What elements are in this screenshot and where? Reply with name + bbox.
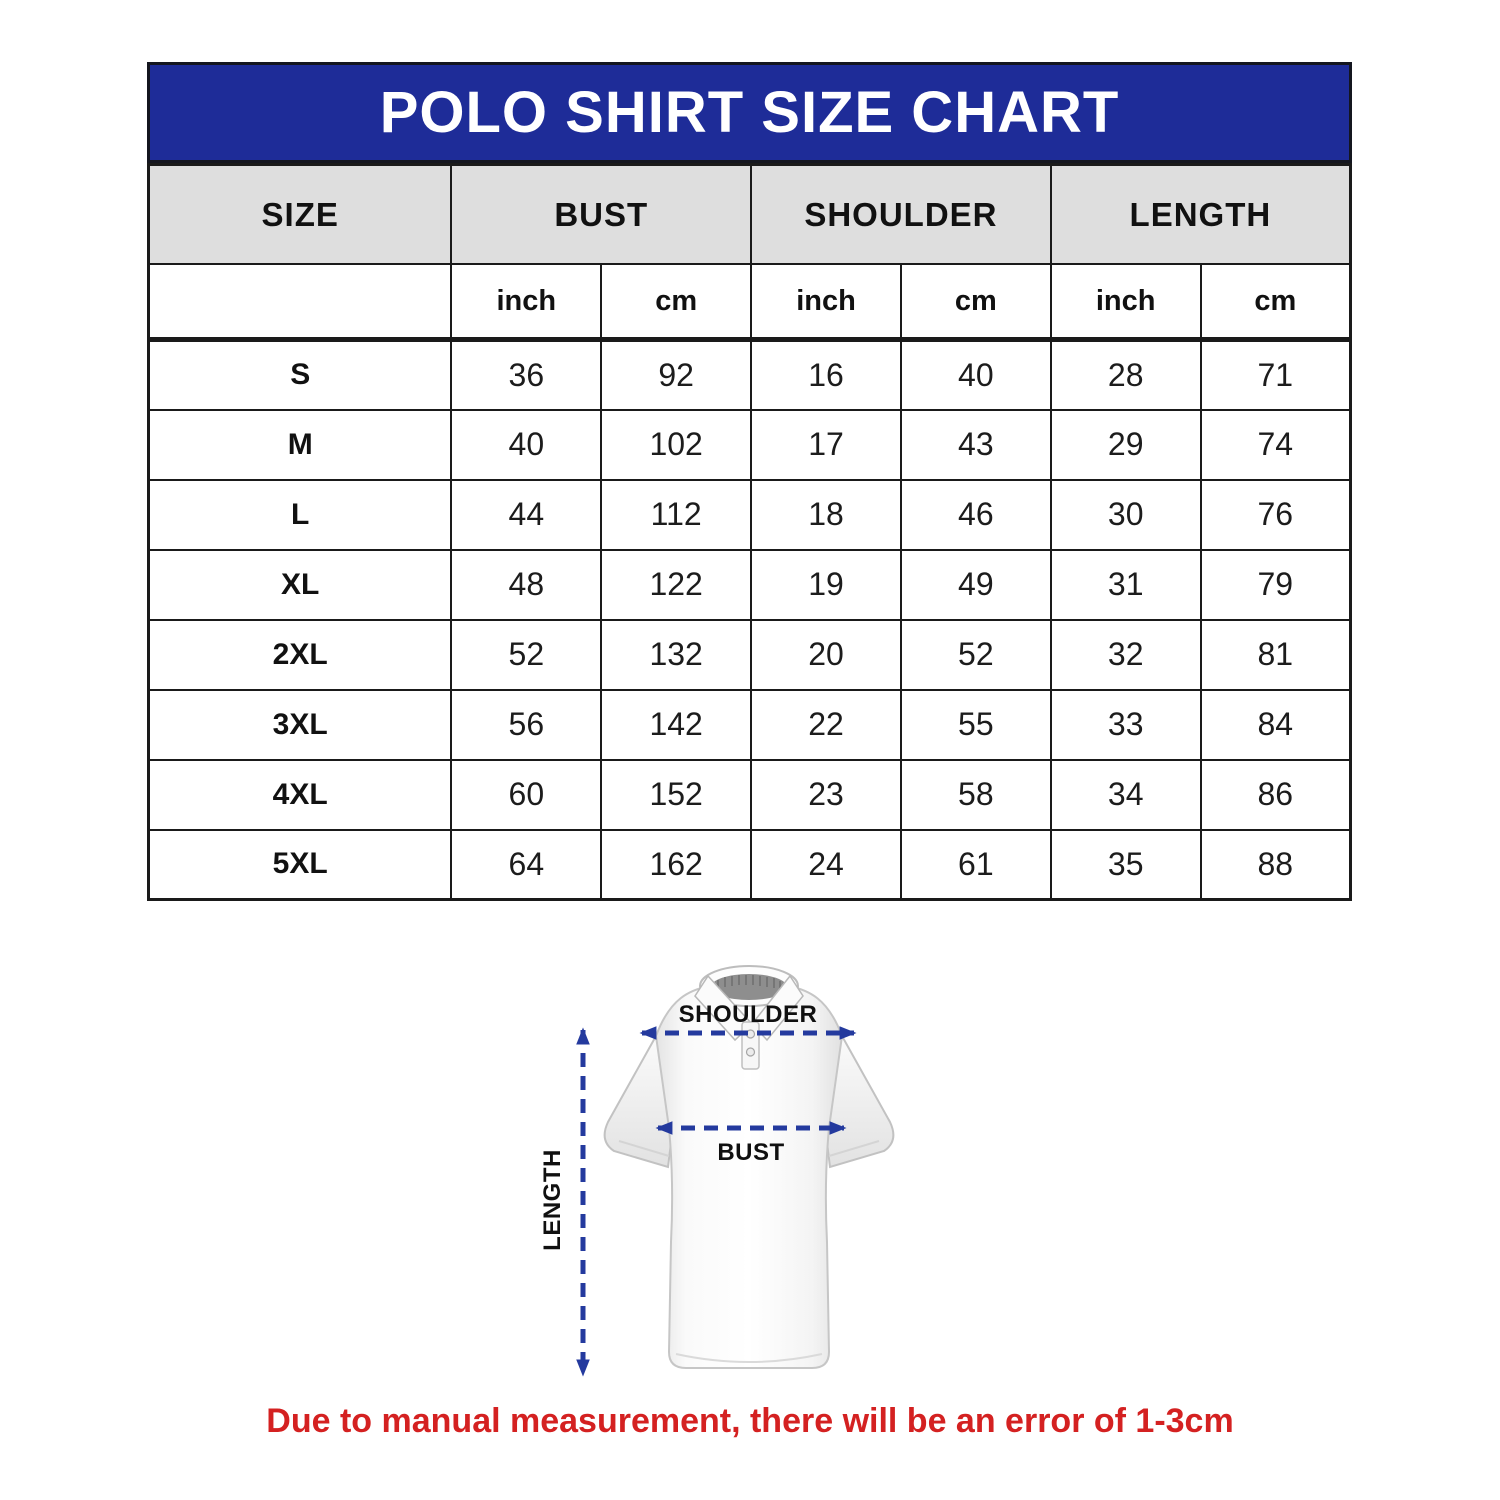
cell-shoulder-cm: 58 — [899, 758, 1052, 831]
cell-length-cm: 79 — [1199, 548, 1352, 621]
cell-length-cm: 71 — [1199, 338, 1352, 411]
table-row-5xl: 5XL 64 162 24 61 35 88 — [147, 828, 1352, 901]
shoulder-label: SHOULDER — [679, 1001, 818, 1028]
cell-bust-cm: 112 — [600, 478, 753, 551]
unit-header-length-inch: inch — [1049, 263, 1202, 342]
cell-shoulder-cm: 43 — [899, 408, 1052, 481]
unit-header-shoulder-cm: cm — [899, 263, 1052, 342]
cell-bust-cm: 92 — [600, 338, 753, 411]
cell-bust-inch: 40 — [450, 408, 603, 481]
cell-length-inch: 31 — [1049, 548, 1202, 621]
cell-shoulder-inch: 23 — [750, 758, 902, 831]
unit-header-bust-cm: cm — [600, 263, 753, 342]
unit-header-length-cm: cm — [1199, 263, 1352, 342]
cell-shoulder-cm: 49 — [899, 548, 1052, 621]
cell-length-inch: 30 — [1049, 478, 1202, 551]
table-row-xl: XL 48 122 19 49 31 79 — [147, 548, 1352, 621]
size-label: 5XL — [147, 828, 453, 901]
cell-length-inch: 33 — [1049, 688, 1202, 761]
cell-shoulder-inch: 16 — [750, 338, 902, 411]
unit-header-bust-inch: inch — [450, 263, 603, 342]
length-label: LENGTH — [539, 1149, 566, 1251]
cell-bust-inch: 52 — [450, 618, 603, 691]
cell-bust-inch: 60 — [450, 758, 603, 831]
cell-shoulder-inch: 22 — [750, 688, 902, 761]
size-chart-table: SIZE BUST SHOULDER LENGTH inch cm inch c… — [147, 163, 1352, 901]
cell-length-inch: 29 — [1049, 408, 1202, 481]
table-row-s: S 36 92 16 40 28 71 — [147, 338, 1352, 411]
cell-bust-inch: 44 — [450, 478, 603, 551]
table-row-2xl: 2XL 52 132 20 52 32 81 — [147, 618, 1352, 691]
table-row-l: L 44 112 18 46 30 76 — [147, 478, 1352, 551]
size-label: M — [147, 408, 453, 481]
cell-shoulder-cm: 52 — [899, 618, 1052, 691]
size-label: XL — [147, 548, 453, 621]
page-title: POLO SHIRT SIZE CHART — [379, 80, 1120, 145]
unit-header-empty — [147, 263, 453, 342]
left-collar-flap — [694, 974, 754, 1042]
cell-shoulder-cm: 46 — [899, 478, 1052, 551]
cell-length-cm: 86 — [1199, 758, 1352, 831]
table-row-m: M 40 102 17 43 29 74 — [147, 408, 1352, 481]
cell-bust-cm: 102 — [600, 408, 753, 481]
cell-bust-cm: 152 — [600, 758, 753, 831]
cell-bust-inch: 56 — [450, 688, 603, 761]
cell-length-cm: 81 — [1199, 618, 1352, 691]
placket — [741, 1021, 760, 1070]
cell-length-inch: 28 — [1049, 338, 1202, 411]
cell-shoulder-cm: 61 — [899, 828, 1052, 901]
cell-bust-cm: 122 — [600, 548, 753, 621]
cell-bust-cm: 162 — [600, 828, 753, 901]
bust-label: BUST — [717, 1139, 784, 1166]
table-row-3xl: 3XL 56 142 22 55 33 84 — [147, 688, 1352, 761]
cell-shoulder-inch: 17 — [750, 408, 902, 481]
cell-shoulder-inch: 24 — [750, 828, 902, 901]
col-header-bust: BUST — [450, 163, 753, 265]
col-header-length: LENGTH — [1049, 163, 1352, 265]
cell-shoulder-inch: 18 — [750, 478, 902, 551]
cell-length-inch: 32 — [1049, 618, 1202, 691]
cell-shoulder-inch: 19 — [750, 548, 902, 621]
cell-shoulder-cm: 40 — [899, 338, 1052, 411]
cell-length-inch: 35 — [1049, 828, 1202, 901]
cell-length-cm: 88 — [1199, 828, 1352, 901]
size-label: 4XL — [147, 758, 453, 831]
cell-bust-inch: 36 — [450, 338, 603, 411]
cell-length-cm: 74 — [1199, 408, 1352, 481]
size-label: L — [147, 478, 453, 551]
col-header-shoulder: SHOULDER — [750, 163, 1052, 265]
size-label: S — [147, 338, 453, 411]
col-header-size: SIZE — [147, 163, 453, 265]
cell-bust-cm: 142 — [600, 688, 753, 761]
unit-header-row: inch cm inch cm inch cm — [147, 263, 1352, 342]
cell-shoulder-inch: 20 — [750, 618, 902, 691]
cell-length-cm: 76 — [1199, 478, 1352, 551]
cell-bust-inch: 48 — [450, 548, 603, 621]
cell-bust-inch: 64 — [450, 828, 603, 901]
button — [745, 1047, 756, 1057]
cell-length-inch: 34 — [1049, 758, 1202, 831]
column-header-row: SIZE BUST SHOULDER LENGTH — [147, 163, 1352, 265]
cell-shoulder-cm: 55 — [899, 688, 1052, 761]
size-label: 3XL — [147, 688, 453, 761]
cell-length-cm: 84 — [1199, 688, 1352, 761]
cell-bust-cm: 132 — [600, 618, 753, 691]
title-bar: POLO SHIRT SIZE CHART — [147, 62, 1352, 163]
measurement-note: Due to manual measurement, there will be… — [266, 1402, 1234, 1440]
measurement-diagram: SHOULDER BUST LENGTH — [530, 950, 960, 1400]
table-row-4xl: 4XL 60 152 23 58 34 86 — [147, 758, 1352, 831]
unit-header-shoulder-inch: inch — [750, 263, 902, 342]
right-collar-flap — [751, 974, 804, 1042]
size-label: 2XL — [147, 618, 453, 691]
